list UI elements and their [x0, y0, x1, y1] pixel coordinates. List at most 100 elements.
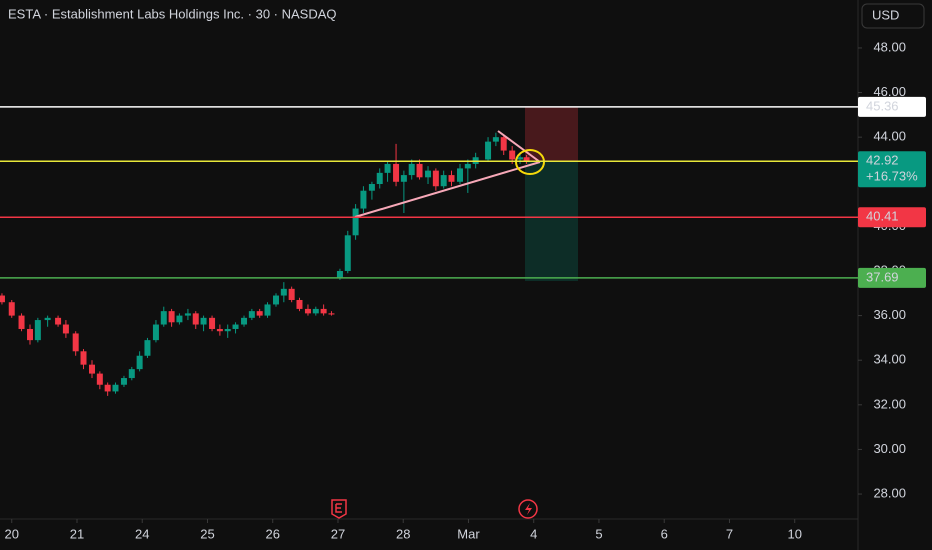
- candle-body: [312, 308, 319, 314]
- candle-body: [393, 163, 400, 182]
- candle-body: [296, 299, 303, 309]
- price-label: 37.69: [866, 269, 899, 284]
- candle-body: [336, 270, 343, 278]
- candle-body: [485, 141, 492, 160]
- x-tick-label: 28: [396, 526, 410, 541]
- x-tick-label: 10: [787, 526, 801, 541]
- x-tick-label: 4: [530, 526, 537, 541]
- y-tick-label: 48.00: [873, 39, 906, 54]
- candle-body: [264, 304, 271, 316]
- x-tick-label: 6: [661, 526, 668, 541]
- x-tick-label: 21: [70, 526, 84, 541]
- candle-body: [517, 157, 524, 160]
- x-tick-label: 20: [5, 526, 19, 541]
- candle-body: [523, 157, 530, 162]
- candle-body: [44, 317, 51, 321]
- candle-body: [432, 170, 439, 187]
- candle-body: [360, 190, 367, 209]
- x-tick-label: 5: [595, 526, 602, 541]
- price-label: 40.41: [866, 209, 899, 224]
- price-change-label: +16.73%: [866, 169, 918, 184]
- earnings-badge[interactable]: [331, 499, 347, 519]
- candle-body: [96, 373, 103, 385]
- dividend-icon[interactable]: [518, 499, 538, 519]
- y-tick-label: 30.00: [873, 441, 906, 456]
- y-tick-label: 34.00: [873, 352, 906, 367]
- candle-body: [256, 311, 263, 316]
- trend-line: [354, 161, 541, 218]
- candle-body: [400, 175, 407, 182]
- candle-body: [128, 369, 135, 379]
- event-glyph: [525, 503, 532, 515]
- candle-body: [304, 308, 311, 314]
- candle-body: [368, 184, 375, 191]
- candle-body: [112, 384, 119, 392]
- candle-body: [216, 328, 223, 332]
- y-tick-label: 36.00: [873, 307, 906, 322]
- trend-line: [497, 130, 541, 163]
- x-tick-label: 26: [265, 526, 279, 541]
- candle-body: [288, 288, 295, 300]
- candle-body: [104, 384, 111, 392]
- candle-body: [280, 288, 287, 296]
- y-tick-label: 46.00: [873, 84, 906, 99]
- x-tick-label: Mar: [457, 526, 480, 541]
- candle-body: [72, 333, 79, 352]
- candle-body: [492, 137, 499, 142]
- price-label-box: [858, 267, 926, 288]
- currency-button[interactable]: [861, 3, 925, 29]
- x-tick-label: 24: [135, 526, 149, 541]
- candle-body: [384, 163, 391, 173]
- candle-body: [448, 175, 455, 182]
- candle-body: [232, 324, 239, 329]
- candle-body: [152, 324, 159, 341]
- candle-body: [176, 315, 183, 323]
- candle-body: [62, 324, 69, 334]
- candle-body: [376, 172, 383, 185]
- currency-label[interactable]: USD: [872, 7, 899, 22]
- candle-body: [352, 208, 359, 236]
- y-tick-label: 32.00: [873, 396, 906, 411]
- candle-body: [55, 317, 62, 325]
- event-badge[interactable]: [518, 499, 538, 519]
- y-tick-label: 28.00: [873, 485, 906, 500]
- price-label: 42.92: [866, 153, 899, 168]
- x-tick-label: 27: [331, 526, 345, 541]
- candle-body: [160, 311, 167, 325]
- symbol-title: ESTA · Establishment Labs Holdings Inc. …: [8, 6, 337, 21]
- candle-body: [248, 311, 255, 318]
- candle-body: [136, 355, 143, 370]
- candle-body: [440, 175, 447, 187]
- y-tick-label: 44.00: [873, 129, 906, 144]
- candle-body: [500, 137, 507, 151]
- price-label-box: [858, 207, 926, 228]
- candle-body: [320, 308, 327, 314]
- x-tick-label: 25: [200, 526, 214, 541]
- position-tool: [525, 107, 578, 281]
- candle-body: [464, 163, 471, 169]
- candle-body: [241, 317, 248, 325]
- candle-body: [34, 320, 41, 341]
- candle-body: [425, 170, 432, 178]
- candle-body: [456, 168, 463, 182]
- candle-body: [328, 313, 335, 315]
- candle-body: [184, 313, 191, 316]
- candle-body: [416, 163, 423, 178]
- candle-body: [88, 364, 95, 374]
- price-label-box: [858, 96, 926, 117]
- candle-body: [509, 150, 516, 160]
- target-zone: [525, 161, 578, 281]
- candle-body: [8, 302, 15, 316]
- x-tick-label: 7: [726, 526, 733, 541]
- candle-body: [408, 163, 415, 176]
- candle-body: [200, 317, 207, 325]
- candle-body: [18, 315, 25, 329]
- candle-body: [272, 295, 279, 305]
- candle-body: [144, 340, 151, 356]
- earnings-icon[interactable]: [331, 499, 347, 519]
- candle-body: [120, 378, 127, 385]
- price-label: 45.36: [866, 98, 899, 113]
